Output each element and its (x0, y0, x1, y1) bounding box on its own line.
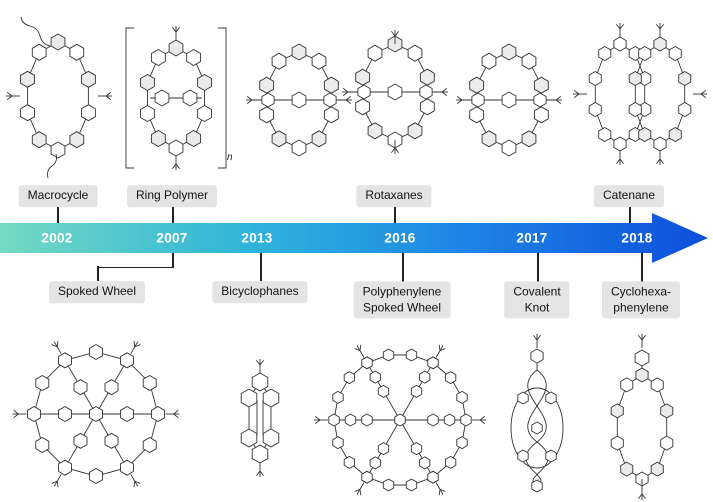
label-text: Spoked Wheel (57, 284, 137, 299)
label-text: Knot (524, 300, 550, 314)
rotaxane-structure-1 (246, 43, 352, 157)
cyclohexaphenylene-structure (610, 334, 674, 500)
label-cyclohexaphenylene: Cyclohexa- phenylene (601, 281, 681, 319)
connector-line (260, 253, 262, 281)
year-label: 2018 (621, 230, 653, 246)
label-spoked-wheel: Spoked Wheel (48, 281, 146, 303)
connector-line (57, 207, 59, 223)
label-text: Polyphenylene (362, 284, 442, 299)
label-bicyclophanes: Bicyclophanes (212, 281, 308, 303)
label-rotaxanes: Rotaxanes (356, 185, 432, 207)
label-text: Catenane (602, 188, 656, 203)
label-text: Spoked Wheel (362, 300, 442, 314)
rotaxane-structure-2 (342, 30, 448, 154)
connector-line (537, 253, 539, 283)
year-label: 2017 (516, 230, 548, 246)
polyphenylene-spoked-wheel-structure (314, 344, 486, 496)
label-text: phenylene (613, 300, 669, 314)
connector-line (629, 207, 631, 223)
bicyclophane-structure (240, 359, 280, 477)
macrocycle-structure (6, 16, 112, 179)
connector-line (172, 207, 174, 223)
label-polyphenylene-spoked-wheel: Polyphenylene Spoked Wheel (353, 281, 451, 319)
label-macrocycle: Macrocycle (18, 185, 98, 207)
label-catenane: Catenane (593, 185, 665, 207)
connector-line (172, 253, 174, 268)
covalent-knot-structure (510, 334, 564, 493)
label-text: Rotaxanes (365, 188, 423, 203)
timeline-arrow-shape (0, 213, 708, 263)
label-text: Ring Polymer (135, 188, 209, 203)
connector-line (97, 266, 99, 281)
rotaxane-structure-3 (456, 43, 562, 157)
connector-line (97, 266, 173, 268)
year-label: 2013 (241, 230, 273, 246)
connector-line (402, 253, 404, 283)
connector-line (641, 253, 643, 283)
label-covalent-knot: Covalent Knot (504, 281, 570, 319)
label-text: Macrocycle (27, 188, 89, 203)
label-text: Cyclohexa- (610, 284, 672, 299)
label-text: Covalent (513, 284, 561, 299)
polymer-repeat-subscript: n (227, 152, 233, 163)
year-label: 2007 (156, 230, 188, 246)
timeline-arrow (0, 213, 708, 263)
year-label: 2016 (384, 230, 416, 246)
spoked-wheel-structure (12, 340, 180, 488)
ring-polymer-structure (125, 26, 227, 170)
label-text: Bicyclophanes (221, 284, 299, 299)
connector-line (394, 207, 396, 223)
label-ring-polymer: Ring Polymer (126, 185, 218, 207)
year-label: 2002 (41, 230, 73, 246)
catenane-structure (573, 23, 707, 165)
